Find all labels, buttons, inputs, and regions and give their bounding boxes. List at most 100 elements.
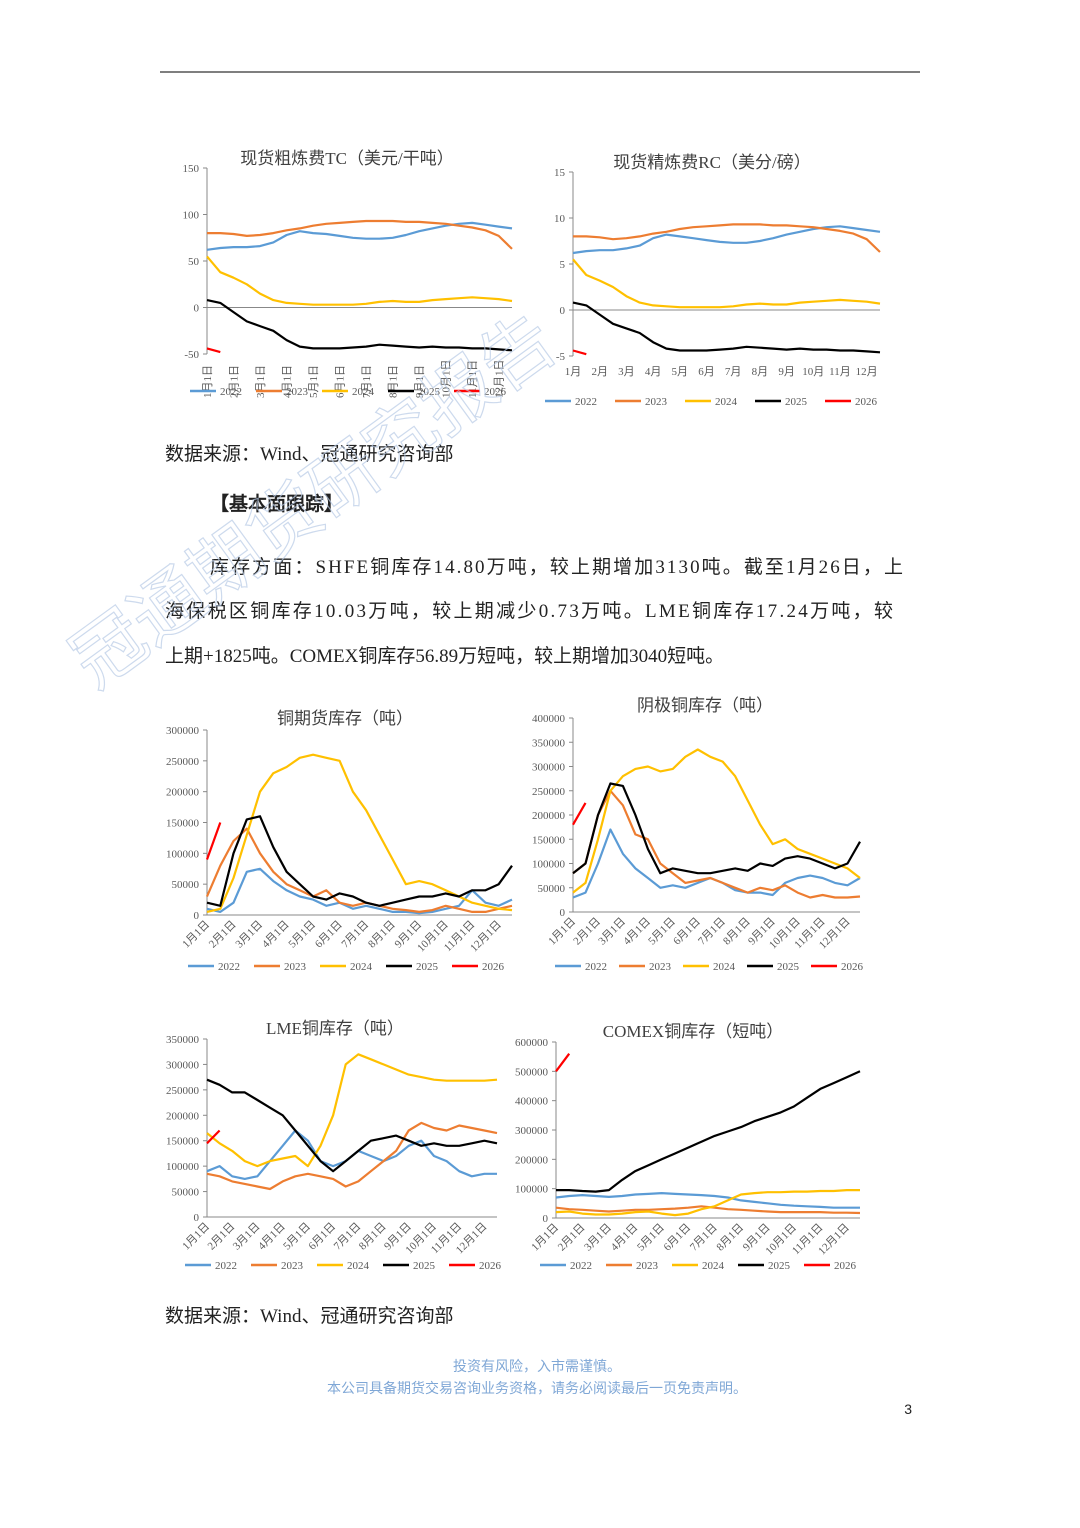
chart-title: 铜期货库存（吨） xyxy=(277,709,413,728)
y-tick-label: 200000 xyxy=(166,787,200,799)
x-tick-label: 10月 xyxy=(802,366,824,378)
y-tick-label: 250000 xyxy=(166,1085,200,1097)
y-tick-label: 0 xyxy=(194,1212,200,1224)
legend-label: 2023 xyxy=(284,961,307,973)
y-tick-label: 50000 xyxy=(172,1187,200,1199)
x-tick-label: 3月 xyxy=(618,366,635,378)
series-line xyxy=(206,1121,498,1191)
y-tick-label: 300000 xyxy=(532,762,566,774)
legend-label: 2025 xyxy=(418,386,441,398)
series-line xyxy=(206,867,513,915)
y-tick-label: 100000 xyxy=(166,848,200,860)
legend-label: 2022 xyxy=(218,961,240,973)
series-line xyxy=(555,1192,860,1209)
y-tick-label: 0 xyxy=(560,907,566,919)
y-tick-label: 300000 xyxy=(166,725,200,737)
y-tick-label: 15 xyxy=(554,167,566,179)
y-tick-label: 400000 xyxy=(532,713,566,725)
series-line xyxy=(206,221,513,251)
y-tick-label: 5 xyxy=(560,259,566,271)
series-line xyxy=(556,1070,861,1193)
risk-note: 投资有风险，入市需谨慎。 xyxy=(453,1358,621,1375)
chart-title: 现货精炼费RC（美分/磅） xyxy=(613,153,810,172)
x-tick-label: 7月 xyxy=(725,366,742,378)
x-tick-label: 8月 xyxy=(752,366,769,378)
series-line xyxy=(206,1053,498,1168)
series-line xyxy=(572,782,861,875)
y-tick-label: 100000 xyxy=(166,1161,200,1173)
x-tick-label: 1月 xyxy=(565,366,582,378)
series-line xyxy=(572,258,881,309)
y-tick-label: 0 xyxy=(560,305,566,317)
y-tick-label: 0 xyxy=(194,910,200,922)
legend-label: 2022 xyxy=(220,386,242,398)
legend-label: 2023 xyxy=(636,1260,659,1272)
paragraph-line: 海保税区铜库存10.03万吨，较上期减少0.73万吨。LME铜库存17.24万吨… xyxy=(165,600,893,622)
x-tick-label: 11月1日 xyxy=(467,360,479,398)
legend-label: 2024 xyxy=(702,1260,725,1272)
y-tick-label: 150000 xyxy=(166,818,200,830)
y-tick-label: 50 xyxy=(188,256,200,268)
y-tick-label: 150 xyxy=(183,163,200,175)
y-tick-label: 100000 xyxy=(532,859,566,871)
legend-label: 2025 xyxy=(785,396,808,408)
page-number: 3 xyxy=(904,1401,912,1417)
series-line xyxy=(207,219,513,250)
series-line xyxy=(206,1078,498,1173)
section-title: 【基本面跟踪】 xyxy=(210,492,343,515)
legend-label: 2022 xyxy=(215,1260,237,1272)
legend-label: 2026 xyxy=(482,961,505,973)
series-line xyxy=(572,748,861,894)
x-tick-label: 2月 xyxy=(591,366,608,378)
chart-title: LME铜库存（吨） xyxy=(266,1019,404,1038)
y-tick-label: 400000 xyxy=(515,1096,549,1108)
paragraph-line: 库存方面：SHFE铜库存14.80万吨，较上期增加3130吨。截至1月26日，上 xyxy=(210,556,903,578)
y-tick-label: 250000 xyxy=(532,786,566,798)
legend-label: 2023 xyxy=(645,396,668,408)
x-tick-label: 12月1日 xyxy=(494,360,506,399)
series-line xyxy=(572,301,881,354)
y-tick-label: 150000 xyxy=(532,834,566,846)
qualification-note: 本公司具备期货交易咨询业务资格，请务必阅读最后一页免责声明。 xyxy=(327,1380,747,1397)
series-line xyxy=(555,1053,571,1072)
legend-label: 2026 xyxy=(479,1260,502,1272)
x-tick-label: 9月 xyxy=(778,366,795,378)
legend-label: 2024 xyxy=(352,386,375,398)
x-tick-label: 6月 xyxy=(698,366,715,378)
y-tick-label: 200000 xyxy=(532,810,566,822)
y-tick-label: 350000 xyxy=(166,1034,200,1046)
series-line xyxy=(573,223,881,253)
source-note: 数据来源：Wind、冠通研究咨询部 xyxy=(165,443,453,465)
series-line xyxy=(206,753,513,913)
legend-label: 2024 xyxy=(713,961,736,973)
legend-label: 2025 xyxy=(777,961,800,973)
chart: 现货精炼费RC（美分/磅） -5 0 5 10 15 1月 2月 3月 4月 5月 6月 7月 8月 9月 1… xyxy=(545,153,881,408)
series-line xyxy=(206,815,513,907)
legend-label: 2025 xyxy=(413,1260,436,1272)
series-line xyxy=(205,822,222,860)
x-tick-label: 4月 xyxy=(645,366,662,378)
legend-label: 2023 xyxy=(649,961,672,973)
y-tick-label: 50000 xyxy=(538,883,566,895)
x-tick-label: 12月 xyxy=(856,366,878,378)
legend-label: 2023 xyxy=(286,386,309,398)
y-tick-label: 350000 xyxy=(532,737,566,749)
x-tick-label: 3月1日 xyxy=(255,365,267,398)
y-tick-label: -50 xyxy=(184,349,199,361)
y-tick-label: 300000 xyxy=(515,1125,549,1137)
legend-label: 2025 xyxy=(768,1260,791,1272)
y-tick-label: 0 xyxy=(543,1213,549,1225)
series-line xyxy=(206,347,221,354)
series-line xyxy=(572,349,587,356)
y-tick-label: 300000 xyxy=(166,1059,200,1071)
legend-label: 2026 xyxy=(855,396,878,408)
x-tick-label: 1月1日 xyxy=(202,365,214,398)
legend-label: 2024 xyxy=(715,396,738,408)
x-tick-label: 10月1日 xyxy=(441,360,453,399)
y-tick-label: 200000 xyxy=(166,1110,200,1122)
legend-label: 2026 xyxy=(841,961,864,973)
series-line xyxy=(206,1129,221,1145)
legend-label: 2026 xyxy=(484,386,507,398)
source-note: 数据来源：Wind、冠通研究咨询部 xyxy=(165,1305,453,1327)
